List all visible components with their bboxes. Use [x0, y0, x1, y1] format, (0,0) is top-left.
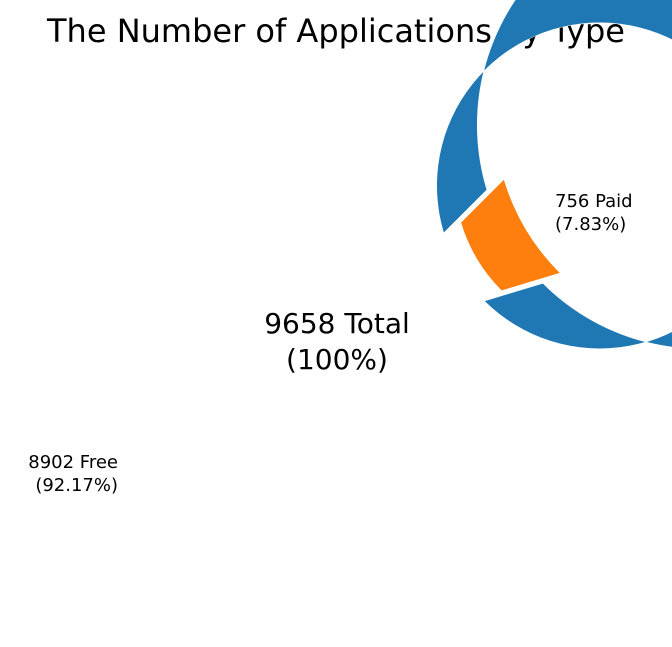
slice-label-free-percent: (92.17%) [35, 475, 118, 496]
slice-label-paid-percent: (7.83%) [555, 214, 626, 235]
labels-layer: 8902 Free (92.17%) 756 Paid (7.83%) [28, 191, 632, 496]
slices-layer [436, 0, 672, 349]
slice-paid [460, 178, 561, 291]
center-total-label: 9658 Total [264, 307, 410, 340]
slice-label-paid-value: 756 Paid [555, 191, 633, 212]
slice-free [436, 0, 672, 349]
center-percent-label: (100%) [286, 343, 388, 376]
slice-label-free-value: 8902 Free [28, 452, 118, 473]
